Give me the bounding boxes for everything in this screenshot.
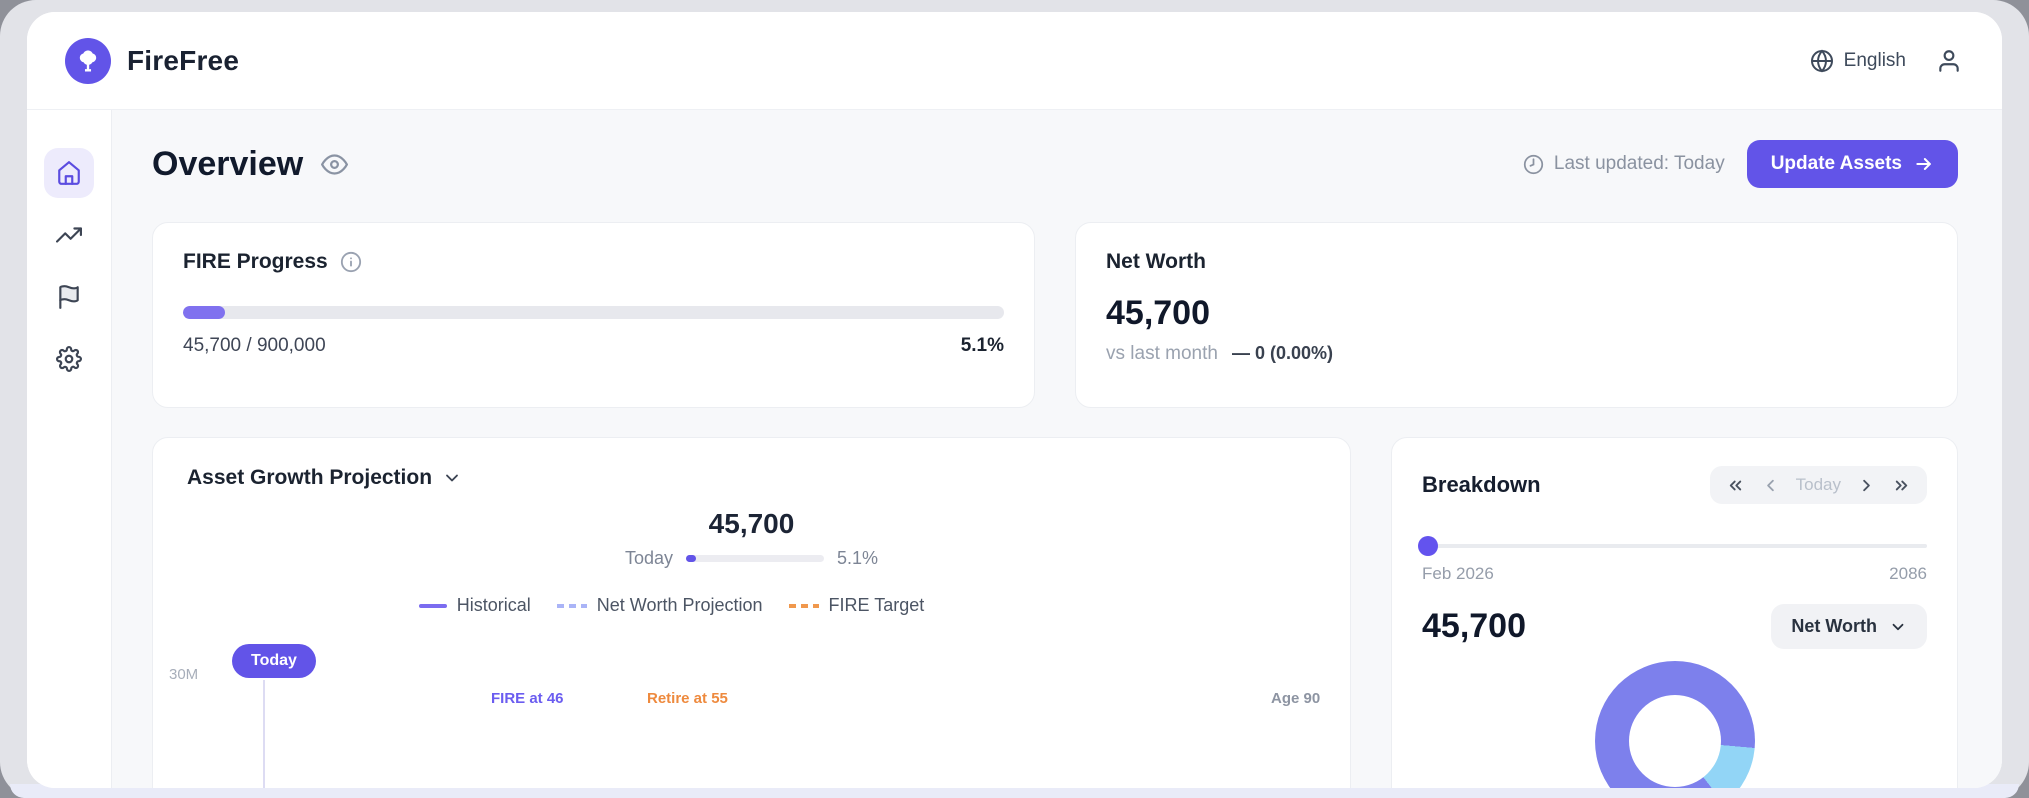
last-updated-label: Last updated: Today: [1554, 153, 1725, 175]
fire-progress-title: FIRE Progress: [183, 250, 328, 274]
legend-item-historical: Historical: [419, 595, 531, 616]
breakdown-card: Breakdown Today: [1391, 437, 1958, 788]
annotation-fire-age: FIRE at 46: [491, 690, 564, 707]
legend-line-dashed-icon: [557, 604, 587, 608]
asset-growth-value: 45,700: [153, 508, 1350, 540]
net-worth-card: Net Worth 45,700 vs last month — 0 (0.00…: [1075, 222, 1958, 408]
legend-label: FIRE Target: [829, 595, 925, 616]
fire-progress-fraction: 45,700 / 900,000: [183, 335, 326, 357]
sidebar-item-goals[interactable]: [44, 272, 94, 322]
legend-item-projection: Net Worth Projection: [557, 595, 763, 616]
user-account-icon[interactable]: [1936, 48, 1962, 74]
nav-today-button[interactable]: Today: [1796, 475, 1841, 495]
today-marker-badge: Today: [232, 644, 316, 678]
net-worth-value: 45,700: [1106, 294, 1927, 333]
asset-growth-mini-progress: [686, 555, 824, 562]
chevron-down-icon: [442, 468, 462, 488]
top-bar: FireFree English: [27, 12, 2002, 110]
chart-legend: Historical Net Worth Projection FIRE Tar…: [152, 595, 1270, 616]
page-title: Overview: [152, 145, 303, 184]
breakdown-time-nav: Today: [1710, 466, 1927, 504]
today-marker-line: [263, 680, 265, 788]
chevron-down-icon: [1889, 618, 1907, 636]
body-row: Overview Last updated: Today: [27, 110, 2002, 788]
fire-progress-percent: 5.1%: [961, 335, 1004, 357]
fire-progress-bar-fill: [183, 306, 225, 319]
top-bar-right: English: [1810, 48, 1962, 74]
net-worth-title: Net Worth: [1106, 250, 1206, 274]
eye-icon[interactable]: [321, 151, 348, 178]
breakdown-title: Breakdown: [1422, 472, 1541, 498]
language-selector[interactable]: English: [1810, 49, 1906, 73]
language-label: English: [1844, 50, 1906, 72]
y-axis-tick: 30M: [169, 666, 198, 683]
trending-up-icon: [56, 222, 82, 248]
slider-thumb[interactable]: [1418, 536, 1438, 556]
page-header: Overview Last updated: Today: [152, 140, 1958, 188]
sidebar-item-growth[interactable]: [44, 210, 94, 260]
sidebar-item-home[interactable]: [44, 148, 94, 198]
slider-start-label: Feb 2026: [1422, 564, 1494, 584]
asset-growth-selector[interactable]: Asset Growth Projection: [153, 466, 1350, 490]
annotation-retire-age: Retire at 55: [647, 690, 728, 707]
update-assets-label: Update Assets: [1771, 153, 1902, 175]
annotation-end-age: Age 90: [1271, 690, 1320, 707]
slider-end-label: 2086: [1889, 564, 1927, 584]
arrow-right-icon: [1914, 154, 1934, 174]
app-screen: FireFree English: [0, 0, 2029, 798]
brand-name: FireFree: [127, 45, 239, 77]
brand: FireFree: [65, 38, 239, 84]
net-worth-compare-label: vs last month: [1106, 343, 1218, 365]
firefree-logo-icon: [65, 38, 111, 84]
breakdown-metric-label: Net Worth: [1791, 616, 1877, 637]
fire-progress-bar: [183, 306, 1004, 319]
flag-icon: [56, 284, 82, 310]
breakdown-time-slider[interactable]: [1422, 536, 1927, 556]
asset-growth-percent: 5.1%: [837, 548, 878, 569]
chevron-left-icon[interactable]: [1761, 476, 1780, 495]
breakdown-donut-chart: [1595, 661, 1755, 788]
legend-line-dashed-orange-icon: [789, 604, 819, 608]
legend-label: Net Worth Projection: [597, 595, 763, 616]
app-window: FireFree English: [27, 12, 2002, 788]
home-icon: [56, 160, 82, 186]
asset-growth-chart: 30M Today FIRE at 46 Retire at 55 Age 90: [153, 618, 1350, 788]
legend-label: Historical: [457, 595, 531, 616]
asset-growth-today-label: Today: [625, 548, 673, 569]
clock-icon: [1523, 154, 1544, 175]
info-icon[interactable]: [340, 251, 362, 273]
breakdown-metric-select[interactable]: Net Worth: [1771, 604, 1927, 649]
net-worth-change: — 0 (0.00%): [1232, 343, 1333, 364]
asset-growth-mini-progress-fill: [686, 555, 696, 562]
asset-growth-card: Asset Growth Projection 45,700 Today 5.1…: [152, 437, 1351, 788]
breakdown-value: 45,700: [1422, 607, 1526, 646]
slider-track: [1422, 544, 1927, 548]
chevron-right-icon[interactable]: [1857, 476, 1876, 495]
chevrons-left-icon[interactable]: [1726, 476, 1745, 495]
asset-growth-title: Asset Growth Projection: [187, 466, 432, 490]
update-assets-button[interactable]: Update Assets: [1747, 140, 1958, 188]
legend-line-solid-icon: [419, 604, 447, 608]
sidebar-item-settings[interactable]: [44, 334, 94, 384]
last-updated: Last updated: Today: [1523, 153, 1725, 175]
legend-item-fire-target: FIRE Target: [789, 595, 925, 616]
globe-icon: [1810, 49, 1834, 73]
fire-progress-card: FIRE Progress 45,700 / 900,000 5.1%: [152, 222, 1035, 408]
chevrons-right-icon[interactable]: [1892, 476, 1911, 495]
main-content: Overview Last updated: Today: [112, 110, 2002, 788]
sidebar: [27, 110, 112, 788]
gear-icon: [56, 346, 82, 372]
